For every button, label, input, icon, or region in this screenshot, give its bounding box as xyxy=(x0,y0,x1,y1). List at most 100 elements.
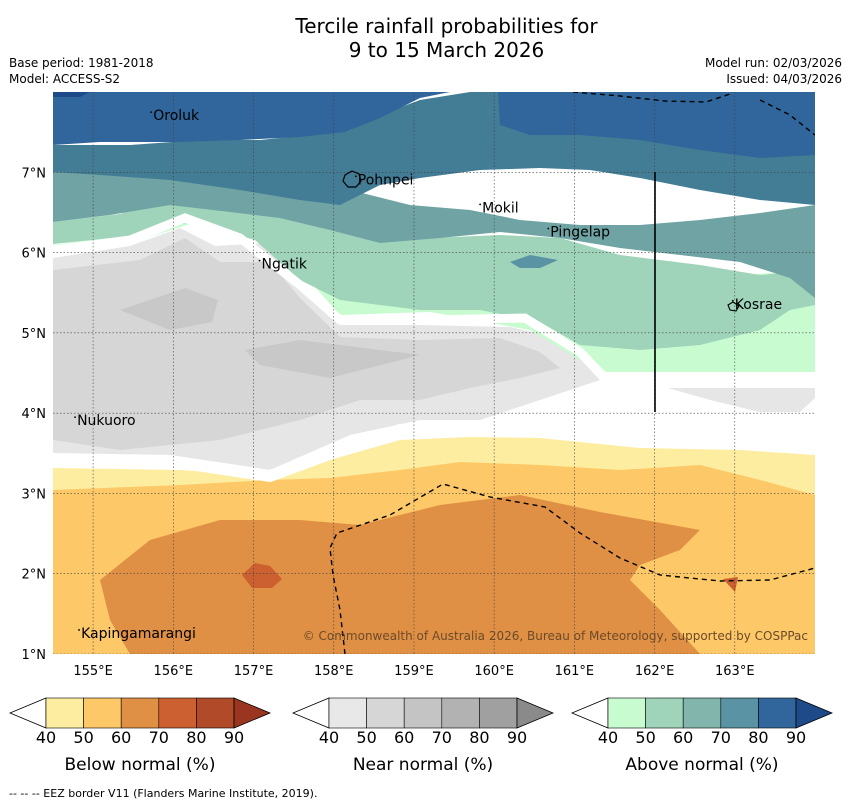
place-label-pohnpei: Pohnpei xyxy=(358,172,414,188)
place-label-ngatik: Ngatik xyxy=(262,257,308,273)
lon-tick-label: 161°E xyxy=(555,664,595,679)
place-marker xyxy=(479,203,482,206)
colorbar-max-arrow xyxy=(516,697,555,729)
lon-tick-label: 163°E xyxy=(715,664,755,679)
above-60-zone-small xyxy=(510,255,558,268)
lon-tick-label: 159°E xyxy=(394,664,434,679)
colorbar-segment xyxy=(403,697,443,729)
near-60-zone-2 xyxy=(245,340,420,378)
place-label-kapingamarangi: Kapingamarangi xyxy=(81,626,196,642)
place-marker xyxy=(78,629,80,631)
base-period: Base period: 1981-2018 xyxy=(9,56,154,70)
title-line-2: 9 to 15 March 2026 xyxy=(348,38,545,62)
place-marker xyxy=(258,259,261,262)
colorbar-1 xyxy=(8,697,272,729)
colorbar-tick: 80 xyxy=(186,728,207,747)
below-70-zone xyxy=(242,563,282,588)
colorbar-tick: 60 xyxy=(111,728,132,747)
title-line-1: Tercile rainfall probabilities for xyxy=(295,14,598,38)
colorbar-min-arrow xyxy=(291,697,330,729)
colorbar-3 xyxy=(570,697,834,729)
colorbar-segment xyxy=(158,697,197,729)
colorbar-segment xyxy=(441,697,480,729)
colorbar-segment xyxy=(758,697,797,729)
colorbar-tick: 80 xyxy=(469,728,490,747)
boundary-near-below xyxy=(53,412,815,483)
eez-border-south xyxy=(329,483,815,654)
place-labels: Oroluk Pohnpei Mokil Pingelap Ngatik Kosrae Nu… xyxy=(74,108,782,642)
place-label-mokil: Mokil xyxy=(482,200,519,216)
place-marker xyxy=(731,299,734,302)
colorbar-segment xyxy=(366,697,405,729)
place-marker xyxy=(354,175,357,178)
lat-tick-label: 1°N xyxy=(22,648,47,663)
model-run: Model run: 02/03/2026 xyxy=(704,56,842,70)
lon-tick-label: 157°E xyxy=(234,664,274,679)
lon-tick-label: 158°E xyxy=(314,664,354,679)
meta-right: Model run: 02/03/2026 Issued: 04/03/2026 xyxy=(705,55,842,87)
lat-tick-label: 7°N xyxy=(22,166,47,181)
colorbar-label: Near normal (%) xyxy=(352,755,494,775)
place-label-oroluk: Oroluk xyxy=(153,108,200,124)
map-title: Tercile rainfall probabilities for 9 to … xyxy=(0,14,850,62)
colorbar-tick: 70 xyxy=(710,728,731,747)
colorbar-segment xyxy=(607,697,646,729)
below-60-zone xyxy=(100,495,700,654)
boundary-near-above xyxy=(53,213,609,382)
colorbar-segment xyxy=(720,697,759,729)
lat-lon-grid xyxy=(53,92,815,654)
below-70-zone-small xyxy=(723,577,738,592)
colorbar-tick: 80 xyxy=(748,728,769,747)
colorbar-tick: 40 xyxy=(597,728,619,747)
colorbar-segment xyxy=(196,697,235,729)
lon-tick-label: 160°E xyxy=(474,664,514,679)
near-60-zone xyxy=(120,288,218,330)
near-40-zone-east xyxy=(668,388,815,412)
colorbar-label: Below normal (%) xyxy=(64,755,216,775)
model-name: Model: ACCESS-S2 xyxy=(9,72,121,86)
colorbar-min-arrow xyxy=(570,697,609,729)
colorbar-min-arrow xyxy=(8,697,47,729)
colorbar-tick: 40 xyxy=(318,728,340,747)
colorbar-segment xyxy=(328,697,367,729)
colorbar-segment xyxy=(120,697,160,729)
above-80-zone xyxy=(53,92,450,145)
colorbar-tick: 60 xyxy=(394,728,415,747)
above-50-zone xyxy=(53,195,815,350)
footer-note: -- -- -- EEZ border V11 (Flanders Marine… xyxy=(9,787,318,800)
lat-tick-label: 3°N xyxy=(22,487,47,502)
colorbar-tick: 90 xyxy=(785,728,807,747)
colorbar-max-arrow xyxy=(233,697,272,729)
colorbar-label: Above normal (%) xyxy=(625,755,779,775)
place-label-kosrae: Kosrae xyxy=(735,297,782,313)
colorbar-tick: 90 xyxy=(223,728,245,747)
issued-date: Issued: 04/03/2026 xyxy=(726,72,842,86)
colorbar-segment xyxy=(682,697,722,729)
colorbar-segment xyxy=(45,697,84,729)
lat-tick-label: 4°N xyxy=(22,407,47,422)
colorbar-2 xyxy=(291,697,555,729)
lon-tick-label: 155°E xyxy=(73,664,113,679)
white-band-east xyxy=(600,372,815,388)
lat-tick-label: 6°N xyxy=(22,247,47,262)
colorbar-tick: 70 xyxy=(148,728,169,747)
pohnpei-island xyxy=(342,170,362,188)
colorbar-tick: 60 xyxy=(673,728,694,747)
place-label-pingelap: Pingelap xyxy=(550,225,610,241)
colorbar-tick: 40 xyxy=(35,728,57,747)
forecast-map: 155°E 156°E 157°E 158°E 159°E 160°E 161°E 162°E… xyxy=(22,92,815,679)
above-60-zone xyxy=(53,168,815,298)
eez-border-north xyxy=(572,92,815,136)
colorbar-tick: 50 xyxy=(356,728,377,747)
colorbar-tick: 50 xyxy=(635,728,656,747)
place-label-nukuoro: Nukuoro xyxy=(77,413,135,429)
colorbar-tick: 70 xyxy=(431,728,452,747)
place-marker xyxy=(547,227,550,230)
axes-labels: 155°E 156°E 157°E 158°E 159°E 160°E 161°E 162°E… xyxy=(22,166,755,679)
place-marker xyxy=(74,416,76,419)
kosrae-island xyxy=(727,301,740,312)
lon-tick-label: 162°E xyxy=(635,664,675,679)
lat-tick-label: 2°N xyxy=(22,568,47,583)
colorbar-tick: 50 xyxy=(73,728,94,747)
lat-tick-label: 5°N xyxy=(22,327,47,342)
